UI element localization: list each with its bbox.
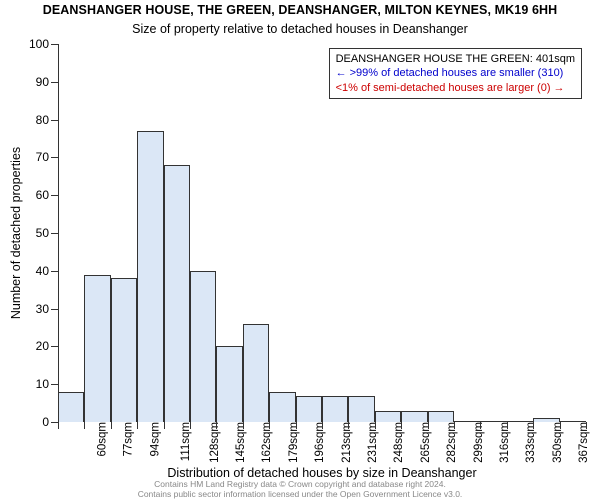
bar	[111, 278, 137, 422]
x-tick	[428, 422, 429, 429]
y-tick-label: 0	[42, 415, 58, 429]
x-tick-label: 248sqm	[393, 422, 405, 463]
bar	[401, 411, 427, 422]
x-tick	[111, 422, 112, 429]
x-tick-label: 179sqm	[288, 422, 300, 463]
x-tick	[560, 422, 561, 429]
legend-line-3: <1% of semi-detached houses are larger (…	[336, 81, 575, 95]
bar	[269, 392, 295, 422]
x-tick	[322, 422, 323, 429]
x-tick-label: 299sqm	[473, 422, 485, 463]
attribution-text: Contains HM Land Registry data © Crown c…	[0, 479, 600, 499]
x-tick-label: 196sqm	[314, 422, 326, 463]
x-tick	[348, 422, 349, 429]
y-tick-label: 30	[36, 302, 58, 316]
x-tick	[243, 422, 244, 429]
x-tick	[190, 422, 191, 429]
x-tick	[164, 422, 165, 429]
x-tick	[58, 422, 59, 429]
y-axis-label: Number of detached properties	[8, 44, 24, 422]
bar	[164, 165, 190, 422]
x-tick-label: 282sqm	[446, 422, 458, 463]
chart-legend: DEANSHANGER HOUSE THE GREEN: 401sqm ← >9…	[329, 48, 582, 99]
x-tick	[586, 422, 587, 429]
y-tick-label: 70	[36, 150, 58, 164]
bar	[216, 346, 242, 422]
bar	[322, 396, 348, 422]
x-tick-label: 213sqm	[341, 422, 353, 463]
bar	[375, 411, 401, 422]
x-tick	[533, 422, 534, 429]
x-tick	[375, 422, 376, 429]
y-tick-label: 100	[29, 37, 58, 51]
y-tick-label: 80	[36, 113, 58, 127]
y-axis-line	[58, 44, 59, 422]
x-tick	[480, 422, 481, 429]
bar	[84, 275, 110, 422]
x-tick	[84, 422, 85, 429]
x-tick-label: 60sqm	[97, 422, 109, 457]
x-tick-label: 231sqm	[367, 422, 379, 463]
bar	[348, 396, 374, 422]
bar	[137, 131, 163, 422]
x-tick-label: 265sqm	[420, 422, 432, 463]
y-tick-label: 60	[36, 188, 58, 202]
x-tick	[454, 422, 455, 429]
chart-title: DEANSHANGER HOUSE, THE GREEN, DEANSHANGE…	[0, 3, 600, 17]
bar	[296, 396, 322, 422]
plot-area: DEANSHANGER HOUSE THE GREEN: 401sqm ← >9…	[58, 44, 586, 422]
x-tick-label: 128sqm	[209, 422, 221, 463]
x-tick-label: 145sqm	[235, 422, 247, 463]
bar	[243, 324, 269, 422]
x-tick-label: 333sqm	[525, 422, 537, 463]
x-tick	[269, 422, 270, 429]
chart-container: DEANSHANGER HOUSE, THE GREEN, DEANSHANGE…	[0, 0, 600, 500]
y-tick-label: 90	[36, 75, 58, 89]
x-tick	[507, 422, 508, 429]
x-tick-label: 316sqm	[499, 422, 511, 463]
y-tick-label: 10	[36, 377, 58, 391]
chart-subtitle: Size of property relative to detached ho…	[0, 22, 600, 36]
x-tick	[216, 422, 217, 429]
bar	[190, 271, 216, 422]
x-tick-label: 350sqm	[552, 422, 564, 463]
x-tick-label: 367sqm	[578, 422, 590, 463]
x-tick-label: 162sqm	[261, 422, 273, 463]
x-tick	[137, 422, 138, 429]
bar	[58, 392, 84, 422]
x-axis-label: Distribution of detached houses by size …	[58, 466, 586, 480]
bar	[428, 411, 454, 422]
y-tick-label: 50	[36, 226, 58, 240]
x-tick	[296, 422, 297, 429]
y-tick-label: 40	[36, 264, 58, 278]
x-tick-label: 77sqm	[123, 422, 135, 457]
x-tick	[401, 422, 402, 429]
x-tick-label: 94sqm	[149, 422, 161, 457]
legend-line-1: DEANSHANGER HOUSE THE GREEN: 401sqm	[336, 52, 575, 66]
y-tick-label: 20	[36, 339, 58, 353]
legend-line-2: ← >99% of detached houses are smaller (3…	[336, 66, 575, 80]
